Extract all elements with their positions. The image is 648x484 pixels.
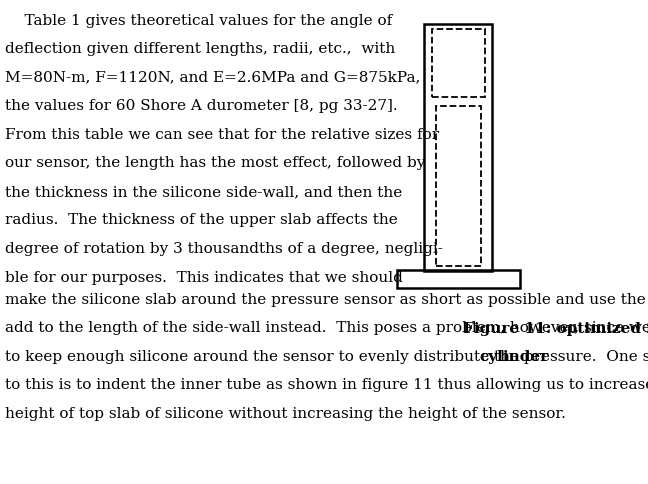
Text: ble for our purposes.  This indicates that we should: ble for our purposes. This indicates tha… [5, 271, 403, 285]
Text: the thickness in the silicone side-wall, and then the: the thickness in the silicone side-wall,… [5, 185, 402, 199]
Text: to keep enough silicone around the sensor to evenly distribute the pressure.  On: to keep enough silicone around the senso… [5, 350, 648, 364]
Text: our sensor, the length has the most effect, followed by: our sensor, the length has the most effe… [5, 156, 426, 170]
Text: cylinder: cylinder [480, 350, 549, 364]
Text: degree of rotation by 3 thousandths of a degree, negligi-: degree of rotation by 3 thousandths of a… [5, 242, 443, 256]
Bar [432, 29, 485, 97]
Bar [397, 270, 520, 288]
Bar [424, 24, 492, 271]
Text: radius.  The thickness of the upper slab affects the: radius. The thickness of the upper slab … [5, 213, 398, 227]
Text: Figure 11: optimized inner: Figure 11: optimized inner [463, 322, 648, 336]
Text: Table 1 gives theoretical values for the angle of: Table 1 gives theoretical values for the… [5, 14, 393, 28]
Text: add to the length of the side-wall instead.  This poses a problem, however, sinc: add to the length of the side-wall inste… [5, 321, 648, 335]
Text: M=80N-m, F=1120N, and E=2.6MPa and G=875kPa,: M=80N-m, F=1120N, and E=2.6MPa and G=875… [5, 71, 421, 85]
Text: the values for 60 Shore A durometer [8, pg 33-27].: the values for 60 Shore A durometer [8, … [5, 99, 398, 113]
Bar [436, 106, 481, 266]
Text: height of top slab of silicone without increasing the height of the sensor.: height of top slab of silicone without i… [5, 407, 566, 421]
Text: deflection given different lengths, radii, etc.,  with: deflection given different lengths, radi… [5, 42, 395, 56]
Text: From this table we can see that for the relative sizes for: From this table we can see that for the … [5, 128, 439, 142]
Text: to this is to indent the inner tube as shown in figure 11 thus allowing us to in: to this is to indent the inner tube as s… [5, 378, 648, 393]
Text: make the silicone slab around the pressure sensor as short as possible and use t: make the silicone slab around the pressu… [5, 293, 648, 307]
